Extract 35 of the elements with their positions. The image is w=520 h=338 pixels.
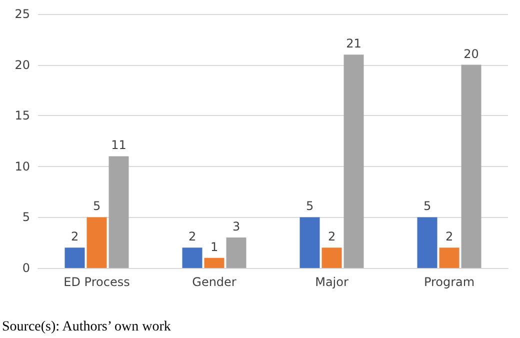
y-tick-label: 20 [14, 58, 30, 72]
bar [64, 248, 85, 268]
y-tick-label: 0 [22, 261, 30, 275]
data-label: 1 [210, 240, 218, 254]
bar [204, 258, 224, 268]
x-tick-label: Major [315, 275, 348, 289]
data-label: 2 [328, 230, 336, 244]
source-note: Source(s): Authors’ own work [2, 320, 171, 334]
data-label: 2 [445, 230, 454, 244]
bar [300, 217, 320, 268]
y-tick-label: 5 [22, 210, 30, 224]
data-label: 5 [306, 199, 314, 214]
data-label: 20 [464, 46, 479, 61]
bar [182, 248, 202, 268]
bar [439, 248, 460, 268]
data-label: 3 [232, 220, 240, 234]
data-label: 2 [70, 230, 79, 244]
data-label: 11 [111, 138, 126, 152]
bar [344, 54, 364, 268]
bar [86, 217, 107, 268]
bar [226, 238, 246, 268]
bar [322, 248, 342, 268]
bar [461, 64, 482, 268]
data-label: 21 [346, 36, 362, 51]
data-label: 5 [423, 199, 432, 214]
x-tick-label: ED Process [64, 275, 130, 289]
data-label: 2 [188, 230, 196, 244]
y-tick-label: 15 [14, 108, 30, 123]
bar [417, 217, 438, 268]
y-tick-label: 10 [14, 159, 30, 174]
x-tick-label: Program [424, 275, 475, 289]
bar [108, 156, 129, 268]
y-tick-label: 25 [14, 7, 30, 21]
data-label: 5 [92, 199, 101, 214]
x-tick-label: Gender [192, 275, 236, 289]
